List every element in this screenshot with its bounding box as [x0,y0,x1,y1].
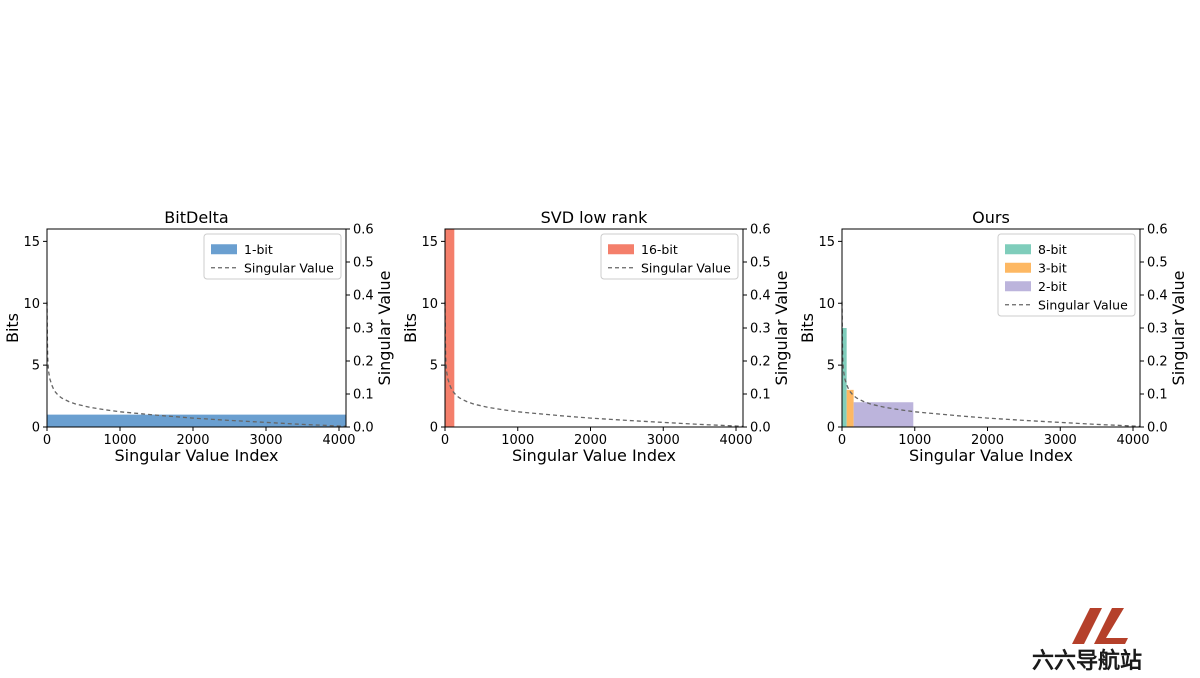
y-tick-label: 0 [430,421,438,436]
y-tick-label: 15 [23,235,40,250]
legend-swatch [1005,262,1031,273]
y-tick-label: 5 [32,359,40,374]
y-tick-label: 10 [818,297,835,312]
y-right-tick-label: 0.2 [750,355,771,370]
x-tick-label: 3000 [1044,433,1077,448]
singular-value-line [841,301,1141,427]
y-tick-label: 10 [421,297,438,312]
x-tick-label: 3000 [249,433,282,448]
y-right-tick-label: 0.3 [750,322,771,337]
y-axis-label: Bits [3,313,22,343]
legend-swatch [608,244,634,255]
x-tick-label: 1000 [501,433,534,448]
x-tick-label: 0 [838,433,846,448]
y-right-tick-label: 0.3 [1147,322,1168,337]
y-tick-label: 15 [818,235,835,250]
watermark-text: 六六导航站 [1032,648,1142,674]
bar-3-bit [846,389,854,427]
y-right-tick-label: 0.0 [353,421,374,436]
legend-label: Singular Value [641,260,731,275]
legend-swatch [1005,281,1031,292]
y-right-tick-label: 0.1 [1147,388,1168,403]
x-tick-label: 2000 [176,433,209,448]
legend-swatch [1005,244,1031,255]
x-tick-label: 1000 [898,433,931,448]
y-axis-label: Bits [401,313,420,343]
watermark: 六六导航站 [1030,604,1170,674]
y-right-tick-label: 0.4 [353,289,374,304]
y-axis-label: Bits [798,313,817,343]
singular-value-line [46,301,347,427]
y-right-tick-label: 0.2 [1147,355,1168,370]
x-axis-label: Singular Value Index [512,446,676,465]
y-right-tick-label: 0.2 [353,355,374,370]
x-tick-label: 4000 [719,433,752,448]
x-tick-label: 3000 [647,433,680,448]
y-tick-label: 15 [421,235,438,250]
x-axis-label: Singular Value Index [909,446,1073,465]
y-tick-label: 5 [430,359,438,374]
chart-title: SVD low rank [541,208,648,227]
y-right-tick-label: 0.4 [750,289,771,304]
y-tick-label: 10 [23,297,40,312]
chart-title: BitDelta [164,208,228,227]
x-tick-label: 0 [441,433,449,448]
legend: 1-bit Singular Value [203,233,342,280]
legend-label: 2-bit [1038,279,1067,294]
y-right-tick-label: 0.0 [1147,421,1168,436]
y-right-tick-label: 0.0 [750,421,771,436]
bar-16-bit [445,229,455,427]
legend-label: 1-bit [244,242,273,257]
y-tick-label: 0 [32,421,40,436]
x-tick-label: 1000 [103,433,136,448]
y-right-tick-label: 0.6 [353,223,374,238]
bar-1-bit [47,414,346,427]
y-right-tick-label: 0.5 [1147,256,1168,271]
y-right-axis-label: Singular Value [772,271,791,386]
legend: 16-bit Singular Value [600,233,739,280]
y-tick-label: 5 [827,359,835,374]
legend-box [997,233,1136,317]
chart-panel-2: 0 1000 2000 3000 4000 0 5 10 15 0.0 0.1 0.2 0.3 0.4 0.… [401,208,791,465]
singular-value-line [444,301,744,427]
legend-label: 16-bit [641,242,678,257]
legend-label: 8-bit [1038,242,1067,257]
chart-title: Ours [972,208,1010,227]
x-tick-label: 2000 [574,433,607,448]
x-tick-label: 0 [43,433,51,448]
x-axis-label: Singular Value Index [114,446,278,465]
y-right-tick-label: 0.3 [353,322,374,337]
y-right-tick-label: 0.1 [353,388,374,403]
legend-label: Singular Value [1038,297,1128,312]
x-tick-label: 2000 [971,433,1004,448]
chart-panel-3: 0 1000 2000 3000 4000 0 5 10 15 0.0 0.1 0.2 0.3 0.4 0.… [798,208,1188,465]
y-right-axis-label: Singular Value [1169,271,1188,386]
y-right-tick-label: 0.4 [1147,289,1168,304]
y-right-tick-label: 0.6 [750,223,771,238]
bar-8-bit [842,328,847,427]
bar-2-bit [853,402,914,427]
watermark-logo-icon: 六六导航站 [1032,608,1142,674]
y-right-axis-label: Singular Value [375,271,394,386]
legend-box [203,233,342,280]
x-tick-label: 4000 [322,433,355,448]
y-right-tick-label: 0.6 [1147,223,1168,238]
y-right-tick-label: 0.5 [353,256,374,271]
y-tick-label: 0 [827,421,835,436]
chart-panel-1: 0 1000 2000 3000 4000 0 5 10 15 0.0 0.1 0.2 0.3 0.4 0.… [3,208,394,465]
x-tick-label: 4000 [1116,433,1149,448]
y-right-tick-label: 0.1 [750,388,771,403]
legend: 8-bit 3-bit 2-bit Singular Value [997,233,1136,317]
legend-swatch [211,244,237,255]
legend-box [600,233,739,280]
y-right-tick-label: 0.5 [750,256,771,271]
legend-label: Singular Value [244,260,334,275]
legend-label: 3-bit [1038,260,1067,275]
